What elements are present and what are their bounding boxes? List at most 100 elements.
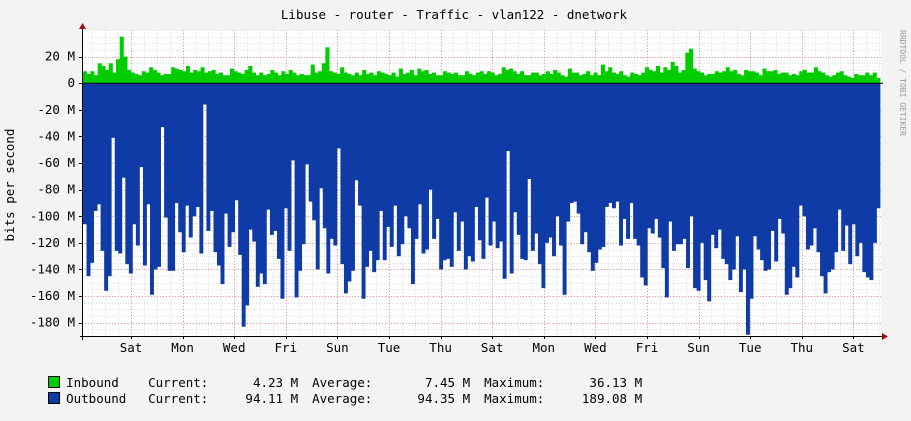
- y-tick-label: -20 M: [37, 102, 75, 117]
- inbound-bar: [835, 72, 840, 84]
- y-tick-label: -160 M: [30, 288, 75, 303]
- outbound-bar: [217, 83, 221, 266]
- inbound-bar: [622, 75, 627, 84]
- outbound-bar: [432, 83, 437, 239]
- outbound-bar: [104, 83, 109, 291]
- inbound-bar: [553, 69, 558, 84]
- inbound-bar: [152, 69, 157, 84]
- outbound-bar: [523, 83, 528, 261]
- outbound-bar: [241, 83, 246, 327]
- outbound-bar: [351, 83, 355, 271]
- inbound-bar: [453, 72, 459, 84]
- outbound-bar: [784, 83, 789, 295]
- outbound-bar: [322, 83, 327, 229]
- outbound-bar: [121, 83, 126, 178]
- outbound-bar: [118, 83, 123, 254]
- outbound-bar: [671, 83, 676, 251]
- outbound-bar: [354, 83, 359, 181]
- inbound-bar: [534, 72, 539, 84]
- inbound-bar: [516, 73, 521, 84]
- outbound-bar: [213, 83, 218, 253]
- outbound-bar: [527, 83, 532, 180]
- inbound-bar: [751, 71, 756, 84]
- outbound-bar: [135, 83, 140, 246]
- outbound-bar: [174, 83, 179, 203]
- inbound-bar: [494, 75, 499, 84]
- inbound-bar: [821, 72, 826, 84]
- inbound-bar: [795, 75, 800, 84]
- outbound-bar: [675, 83, 680, 245]
- inbound-bar: [740, 75, 745, 84]
- inbound-bar: [373, 75, 378, 84]
- inbound-bar: [101, 65, 106, 84]
- outbound-bar: [167, 83, 172, 271]
- outbound-bar: [266, 83, 271, 210]
- inbound-bar: [571, 72, 576, 84]
- inbound-bar: [729, 71, 734, 84]
- inbound-bar: [666, 69, 672, 84]
- inbound-bar: [464, 71, 470, 84]
- x-tick-label: Mon: [171, 340, 194, 355]
- inbound-bar: [475, 72, 481, 84]
- inbound-bar: [560, 75, 565, 84]
- inbound-bar: [442, 71, 448, 84]
- inbound-bar: [446, 72, 451, 84]
- outbound-bar: [284, 83, 288, 209]
- outbound-bar: [227, 83, 232, 247]
- inbound-bar: [663, 67, 668, 84]
- inbound-bar: [593, 72, 598, 84]
- outbound-bar: [837, 83, 842, 210]
- inbound-bar: [633, 73, 638, 84]
- outbound-bar: [798, 83, 803, 206]
- outbound-bar: [347, 83, 352, 282]
- inbound-bar: [556, 72, 561, 84]
- outbound-bar: [495, 83, 500, 249]
- inbound-bar: [211, 69, 216, 84]
- outbound-bar: [664, 83, 669, 298]
- outbound-bar: [389, 83, 394, 247]
- legend-row-outbound: Outbound Current: 94.11 M Average: 94.35 M Ma…: [18, 376, 642, 421]
- outbound-bar: [668, 83, 673, 222]
- outbound-bar: [488, 83, 493, 246]
- inbound-bar: [358, 75, 363, 84]
- inbound-bar: [174, 68, 179, 84]
- inbound-bar: [251, 72, 257, 84]
- inbound-bar: [648, 69, 653, 84]
- inbound-bar: [457, 75, 462, 84]
- inbound-bar: [865, 72, 870, 84]
- outbound-bar: [763, 83, 768, 271]
- inbound-bar: [314, 72, 319, 84]
- outbound-bar: [583, 83, 588, 233]
- inbound-bar: [619, 71, 624, 84]
- inbound-bar: [156, 72, 161, 84]
- inbound-bar: [259, 72, 264, 84]
- outbound-bar: [446, 83, 451, 259]
- inbound-bar: [285, 73, 290, 84]
- outbound-bar: [336, 83, 341, 149]
- x-tick-label: Tue: [378, 340, 401, 355]
- outbound-bar: [224, 83, 228, 214]
- inbound-bar: [240, 73, 245, 84]
- x-tick-label: Wed: [584, 340, 607, 355]
- inbound-bar: [832, 75, 837, 84]
- outbound-bar: [714, 83, 719, 249]
- inbound-bar: [336, 73, 341, 84]
- inbound-bar: [531, 72, 536, 84]
- inbound-bar: [123, 56, 128, 84]
- inbound-bar: [310, 64, 315, 84]
- chart-title: Libuse - router - Traffic - vlan122 - dn…: [281, 7, 628, 22]
- inbound-bar: [876, 77, 881, 84]
- outbound-bar: [781, 83, 786, 234]
- inbound-bar: [479, 71, 484, 84]
- outbound-bar: [428, 83, 433, 190]
- y-tick-label: 20 M: [45, 49, 75, 64]
- inbound-bar: [641, 72, 646, 84]
- outbound-bar: [403, 83, 408, 217]
- inbound-bar: [406, 72, 411, 84]
- inbound-bar: [857, 75, 863, 84]
- inbound-bar: [692, 68, 697, 84]
- outbound-bar: [622, 83, 627, 219]
- outbound-bar: [470, 83, 475, 262]
- inbound-bar: [141, 71, 146, 84]
- inbound-bar: [806, 72, 811, 84]
